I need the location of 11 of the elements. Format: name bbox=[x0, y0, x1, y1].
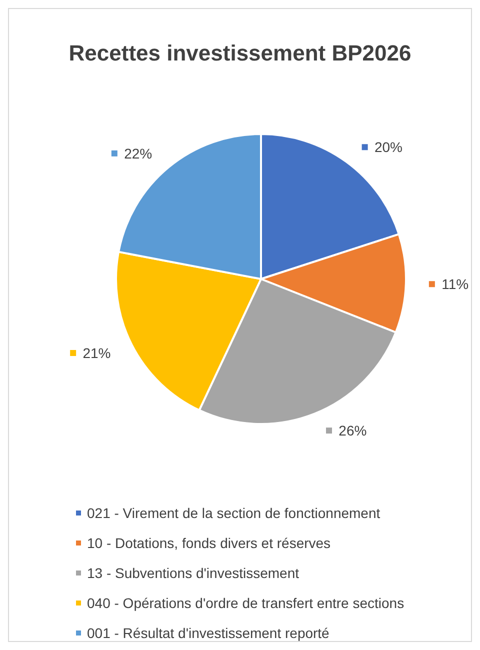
data-label: 20% bbox=[374, 139, 403, 156]
legend-label: 10 - Dotations, fonds divers et réserves bbox=[87, 535, 331, 551]
data-label: 11% bbox=[442, 276, 469, 292]
legend-label: 13 - Subventions d'investissement bbox=[87, 565, 300, 581]
data-label: 21% bbox=[82, 345, 111, 361]
legend-label: 040 - Opérations d'ordre de transfert entre sections bbox=[87, 595, 404, 611]
chart-title: Recettes investissement BP2026 bbox=[68, 40, 412, 66]
data-label: 22% bbox=[124, 145, 152, 162]
data-label: 26% bbox=[338, 422, 367, 439]
legend-label: 021 - Virement de la section de fonctionnement bbox=[87, 505, 380, 521]
legend-label: 001 - Résultat d'investissement reporté bbox=[87, 625, 330, 641]
